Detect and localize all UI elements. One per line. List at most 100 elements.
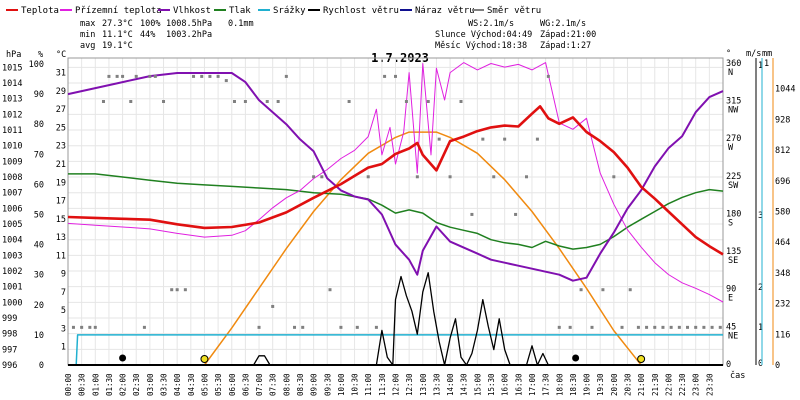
axis-pct-tick: 100	[29, 60, 44, 70]
axis-hpa-tick: 1003	[2, 251, 22, 261]
wind-dir-point	[339, 325, 343, 329]
axis-hpa-tick: 1002	[2, 267, 22, 277]
axis-x-tick: 23:30	[705, 373, 714, 396]
axis-x-tick: 05:30	[214, 373, 223, 396]
wind-dir-point	[200, 74, 204, 78]
stats-block: max 27.3°C 100% 1008.5hPa 0.1mm min 11.1…	[80, 19, 596, 51]
series-p-zemn-teplota	[67, 62, 724, 303]
axis-dir-letter: S	[728, 218, 733, 228]
axis-temp-tick: 25	[56, 123, 66, 133]
axis-x-tick: 17:00	[528, 373, 537, 396]
wind-dir-point	[383, 74, 387, 78]
axis-dir-letter: W	[728, 143, 734, 153]
axis-hpa-tick: 1001	[2, 283, 22, 293]
wind-dir-point	[115, 74, 119, 78]
axis-temp-tick: 9	[61, 270, 66, 280]
axis-x-tick: 18:00	[555, 373, 564, 396]
wind-dir-point	[653, 325, 657, 329]
stat-sunset: Západ:21:00	[540, 30, 596, 40]
wind-dir-point	[620, 325, 624, 329]
wind-dir-point	[284, 74, 288, 78]
wind-dir-point	[271, 304, 275, 308]
axis-x-tick: 23:00	[692, 373, 701, 396]
wind-dir-point	[601, 288, 605, 292]
axis-temp-tick: 1	[61, 343, 66, 353]
axis-hpa-tick: 1007	[2, 189, 22, 199]
legend-label: Směr větru	[487, 6, 541, 16]
axis-x-tick: 13:00	[419, 373, 428, 396]
series-tlak	[68, 173, 724, 250]
axis-hpa-tick: 999	[2, 314, 17, 324]
axis-pct-tick: 80	[34, 120, 44, 130]
axis-temp-tick: 17	[56, 197, 66, 207]
axis-dir-letter: E	[728, 294, 733, 304]
wind-dir-point	[437, 137, 441, 141]
wind-dir-point	[148, 74, 152, 78]
sun-moon-icons	[119, 354, 646, 363]
axis-x-tick: 01:30	[105, 373, 114, 396]
axis-ms-tick: 3	[758, 211, 763, 221]
axis-wm2-tick: 232	[775, 300, 790, 310]
axis-temp-tick: 15	[56, 215, 66, 225]
axis-pct-tick: 0	[39, 361, 44, 371]
wind-dir-point	[459, 99, 463, 103]
axis-x-tick: 07:00	[255, 373, 264, 396]
wind-dir-point	[645, 325, 649, 329]
stat-ws: WS:2.1m/s	[468, 19, 514, 29]
axis-x-tick: 21:30	[651, 373, 660, 396]
wind-dir-point	[525, 175, 528, 179]
wind-dir-point	[301, 325, 305, 329]
axis-x-tick: 07:30	[269, 373, 278, 396]
axis-hpa-tick: 1015	[2, 63, 22, 73]
wind-dir-point	[677, 325, 681, 329]
axis-x-tick: 20:00	[610, 373, 619, 396]
stat-avg-label: avg	[80, 41, 95, 51]
wind-dir-point	[374, 325, 378, 329]
axis-x-tick: 09:00	[310, 373, 319, 396]
axis-temp-tick: 11	[56, 251, 66, 261]
wind-dir-point	[366, 175, 370, 179]
axis-ms-tick: 2	[758, 283, 763, 293]
stat-wg: WG:2.1m/s	[540, 19, 586, 29]
series-teplota	[67, 105, 724, 256]
axis-hpa-tick: 1012	[2, 110, 22, 120]
axis-temp-tick: 23	[56, 142, 66, 152]
axis-hpa-title: hPa	[6, 50, 21, 60]
wind-dir-point	[481, 137, 485, 141]
axis-x-tick: 00:30	[78, 373, 87, 396]
legend-label: Náraz větru	[415, 6, 475, 16]
axis-dir-tick: 135	[726, 247, 741, 257]
axis-temp-tick: 5	[61, 306, 66, 316]
axis-temp-tick: 29	[56, 87, 66, 97]
wind-dir-point	[669, 325, 673, 329]
axis-x-tick: 03:00	[146, 373, 155, 396]
axis-ms-tick: 1	[758, 61, 763, 71]
wind-dir-point	[328, 288, 332, 292]
wind-dir-point	[224, 79, 228, 83]
axis-dir-tick: 360	[726, 59, 741, 69]
wind-direction-points	[71, 74, 722, 329]
legend: Teplota Přízemní teplota Vlhkost Tlak Srážky…	[6, 6, 541, 16]
axis-wm2-tick: 580	[775, 208, 790, 218]
legend-label: Srážky	[273, 6, 306, 16]
axis-x-tick: 01:00	[91, 373, 100, 396]
wind-dir-point	[71, 325, 75, 329]
axis-pct-tick: 60	[34, 180, 44, 190]
axis-dir-tick: 45	[726, 322, 736, 332]
stat-max-hum: 100%	[140, 19, 160, 29]
stat-max-rain: 0.1mm	[228, 19, 254, 29]
axis-pct-tick: 40	[34, 241, 44, 251]
axes: hPa1015101410131012101110101009100810071…	[2, 49, 795, 396]
axis-x-tick: 19:00	[583, 373, 592, 396]
legend-label: Přízemní teplota	[75, 6, 162, 16]
axis-x-tick: 19:30	[596, 373, 605, 396]
axis-x-tick: 16:00	[501, 373, 510, 396]
sun-icon	[200, 355, 209, 363]
sun-icon	[637, 355, 646, 363]
axis-dir-tick: 270	[726, 134, 741, 144]
legend-label: Rychlost větru	[323, 6, 399, 16]
axis-dir-title: °	[726, 49, 731, 59]
stat-min-press: 1003.2hPa	[166, 30, 212, 40]
axis-ms-tick: 1	[758, 323, 763, 333]
axis-wm2-tick: 812	[775, 146, 790, 156]
